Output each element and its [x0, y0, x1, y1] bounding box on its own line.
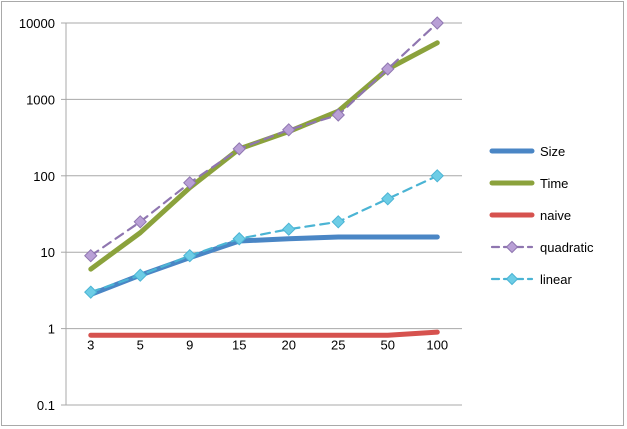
x-tick-label: 100	[426, 338, 448, 353]
series-line-linear	[89, 174, 439, 294]
data-point-quadratic	[232, 142, 246, 156]
x-tick-label: 5	[137, 338, 144, 353]
x-tick-label: 20	[282, 338, 296, 353]
data-point-linear	[282, 222, 296, 236]
data-point-linear	[430, 169, 444, 183]
data-point-linear	[183, 248, 197, 263]
y-tick-label: 1000	[26, 92, 55, 107]
series-line-quadratic	[89, 21, 439, 257]
legend-label-linear: linear	[540, 272, 572, 287]
data-point-linear	[232, 232, 246, 246]
y-tick-label: 10	[41, 245, 55, 260]
y-tick-label: 0.1	[37, 398, 55, 413]
data-point-quadratic	[84, 248, 98, 263]
data-point-quadratic	[381, 62, 395, 76]
series-line-size	[88, 234, 440, 297]
y-axis-tick-labels: 0.1 1 10 100 1000 10000	[19, 16, 55, 413]
data-point-quadratic	[430, 16, 444, 30]
legend: Size Time naive quadratic linear	[489, 144, 594, 287]
data-point-linear	[331, 215, 345, 229]
data-point-linear	[133, 268, 147, 282]
x-tick-label: 25	[331, 338, 345, 353]
series-lines	[84, 16, 444, 338]
series-line-naive	[88, 329, 440, 338]
x-axis-tick-labels: 3 5 9 15 20 25 50 100	[87, 338, 448, 353]
data-point-quadratic	[282, 123, 296, 137]
y-tick-label: 100	[33, 169, 55, 184]
legend-marker-linear	[505, 272, 519, 286]
x-tick-label: 3	[87, 338, 94, 353]
legend-label-naive: naive	[540, 208, 571, 223]
x-tick-label: 15	[232, 338, 246, 353]
x-tick-label: 9	[186, 338, 193, 353]
legend-label-size: Size	[540, 144, 565, 159]
y-tick-label: 1	[48, 322, 55, 337]
legend-label-time: Time	[540, 176, 568, 191]
legend-marker-quadratic	[505, 240, 519, 254]
data-point-linear	[84, 285, 98, 299]
gridlines	[61, 22, 462, 406]
legend-label-quadratic: quadratic	[540, 240, 594, 255]
data-point-quadratic	[183, 176, 197, 190]
data-point-linear	[381, 192, 395, 206]
data-point-quadratic	[331, 108, 345, 122]
y-tick-label: 10000	[19, 16, 55, 31]
x-tick-label: 50	[381, 338, 395, 353]
data-point-quadratic	[133, 215, 147, 229]
